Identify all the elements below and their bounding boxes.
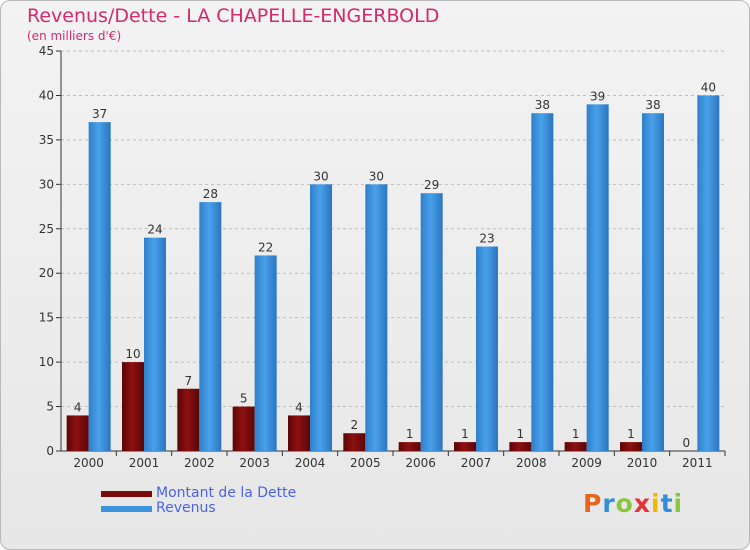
bar-dette bbox=[509, 442, 532, 451]
x-tick-label: 2006 bbox=[405, 456, 436, 470]
data-label-revenus: 37 bbox=[92, 107, 107, 121]
x-tick-label: 2005 bbox=[350, 456, 381, 470]
bar-dette bbox=[122, 362, 144, 451]
y-tick-label: 40 bbox=[39, 88, 54, 102]
bar-revenus bbox=[88, 122, 111, 451]
data-label-revenus: 30 bbox=[369, 169, 384, 183]
bar-revenus bbox=[199, 202, 222, 451]
data-label-dette: 10 bbox=[125, 347, 140, 361]
data-label-revenus: 24 bbox=[147, 223, 162, 237]
legend-label-revenus: Revenus bbox=[156, 500, 216, 516]
y-tick-label: 15 bbox=[39, 311, 54, 325]
data-label-dette: 7 bbox=[185, 374, 193, 388]
bar-dette bbox=[398, 442, 421, 451]
y-tick-label: 20 bbox=[39, 266, 54, 280]
x-tick-label: 2000 bbox=[73, 456, 104, 470]
bar-dette bbox=[564, 442, 587, 451]
logo-letter: i bbox=[673, 489, 684, 518]
x-tick-label: 2011 bbox=[682, 456, 713, 470]
bar-revenus bbox=[476, 246, 498, 451]
data-label-revenus: 29 bbox=[424, 178, 439, 192]
x-tick-label: 2008 bbox=[516, 456, 547, 470]
data-label-revenus: 30 bbox=[313, 169, 328, 183]
y-tick-label: 10 bbox=[39, 355, 54, 369]
y-tick-label: 0 bbox=[46, 444, 54, 458]
chart-title: Revenus/Dette - LA CHAPELLE-ENGERBOLD bbox=[27, 5, 440, 27]
x-tick-label: 2003 bbox=[239, 456, 270, 470]
bar-dette bbox=[232, 406, 255, 451]
bar-revenus bbox=[642, 113, 664, 451]
data-label-revenus: 28 bbox=[203, 187, 218, 201]
data-label-dette: 1 bbox=[517, 427, 525, 441]
data-label-revenus: 38 bbox=[535, 98, 550, 112]
legend-swatch-dette bbox=[101, 491, 152, 497]
data-label-revenus: 40 bbox=[701, 80, 716, 94]
logo-letter: P bbox=[583, 489, 603, 518]
bar-revenus bbox=[310, 184, 332, 452]
bar-dette bbox=[620, 442, 642, 451]
bar-revenus bbox=[531, 113, 554, 451]
bar-revenus bbox=[586, 104, 609, 451]
x-tick-label: 2007 bbox=[461, 456, 492, 470]
bar-revenus bbox=[365, 184, 388, 452]
x-tick-label: 2004 bbox=[295, 456, 326, 470]
data-label-dette: 2 bbox=[351, 418, 359, 432]
y-tick-label: 25 bbox=[39, 222, 54, 236]
data-label-dette: 4 bbox=[295, 400, 303, 414]
bar-dette bbox=[177, 388, 200, 451]
data-label-dette: 0 bbox=[683, 436, 691, 450]
x-tick-label: 2002 bbox=[184, 456, 215, 470]
data-label-dette: 5 bbox=[240, 392, 248, 406]
y-tick-label: 30 bbox=[39, 177, 54, 191]
y-tick-label: 5 bbox=[46, 400, 54, 414]
bar-dette bbox=[343, 433, 366, 451]
data-label-dette: 1 bbox=[627, 427, 635, 441]
bar-revenus bbox=[254, 255, 277, 451]
x-tick-label: 2009 bbox=[571, 456, 602, 470]
logo-letter: t bbox=[660, 489, 674, 518]
bar-dette bbox=[454, 442, 476, 451]
data-label-revenus: 22 bbox=[258, 240, 273, 254]
chart-subtitle: (en milliers d'€) bbox=[27, 29, 122, 43]
bar-revenus bbox=[697, 95, 720, 451]
y-tick-label: 45 bbox=[39, 44, 54, 58]
logo-letter: x bbox=[633, 489, 651, 518]
legend-swatch-revenus bbox=[101, 506, 152, 512]
y-tick-label: 35 bbox=[39, 133, 54, 147]
data-label-revenus: 23 bbox=[479, 232, 494, 246]
bar-dette bbox=[288, 415, 310, 451]
logo-letter: r bbox=[602, 489, 616, 518]
data-label-revenus: 39 bbox=[590, 89, 605, 103]
data-label-dette: 1 bbox=[572, 427, 580, 441]
bar-dette bbox=[66, 415, 89, 451]
logo-letter: o bbox=[615, 489, 634, 518]
logo-letter: i bbox=[651, 489, 661, 518]
data-label-dette: 1 bbox=[406, 427, 414, 441]
x-tick-label: 2001 bbox=[129, 456, 160, 470]
data-label-dette: 4 bbox=[74, 400, 82, 414]
data-label-dette: 1 bbox=[461, 427, 469, 441]
x-tick-label: 2010 bbox=[627, 456, 658, 470]
bar-revenus bbox=[144, 237, 166, 451]
proxiti-logo: Proxiti bbox=[583, 489, 683, 518]
legend-label-dette: Montant de la Dette bbox=[156, 485, 297, 501]
bar-revenus bbox=[420, 193, 443, 451]
data-label-revenus: 38 bbox=[645, 98, 660, 112]
